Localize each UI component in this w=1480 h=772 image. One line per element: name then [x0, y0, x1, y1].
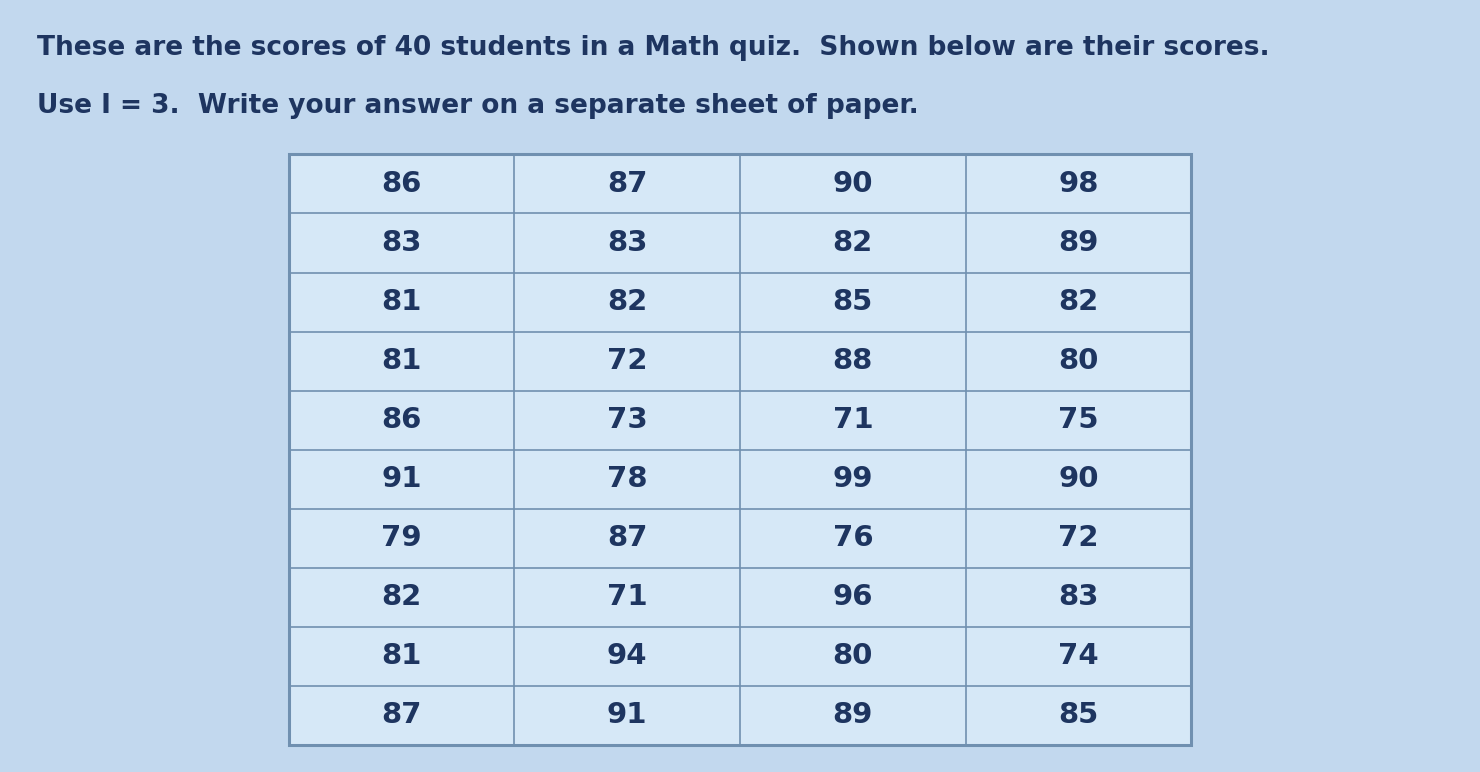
Bar	[289, 213, 515, 273]
Bar	[966, 627, 1191, 686]
Bar	[289, 154, 515, 213]
Bar	[740, 509, 966, 567]
Bar	[740, 154, 966, 213]
Bar	[289, 509, 515, 567]
Bar	[289, 391, 515, 449]
Bar	[515, 567, 740, 627]
Text: 82: 82	[833, 229, 873, 257]
Bar	[289, 273, 515, 332]
Text: 87: 87	[607, 524, 647, 552]
Bar	[966, 391, 1191, 449]
Text: These are the scores of 40 students in a Math quiz.  Shown below are their score: These are the scores of 40 students in a…	[37, 35, 1270, 61]
Text: 83: 83	[607, 229, 647, 257]
Text: 89: 89	[1058, 229, 1098, 257]
Text: 89: 89	[833, 702, 873, 730]
Text: 86: 86	[382, 170, 422, 198]
Bar	[515, 627, 740, 686]
Bar	[289, 567, 515, 627]
Bar	[740, 213, 966, 273]
Text: 91: 91	[607, 702, 647, 730]
Text: 74: 74	[1058, 642, 1098, 670]
Bar	[515, 686, 740, 745]
Text: 85: 85	[1058, 702, 1098, 730]
Text: 83: 83	[382, 229, 422, 257]
Bar	[740, 627, 966, 686]
Bar	[515, 213, 740, 273]
Bar	[740, 449, 966, 509]
Text: 81: 81	[382, 642, 422, 670]
Bar	[515, 391, 740, 449]
Text: 96: 96	[833, 584, 873, 611]
Bar	[515, 154, 740, 213]
Bar	[289, 686, 515, 745]
Text: 85: 85	[833, 288, 873, 316]
Text: 90: 90	[833, 170, 873, 198]
Text: 98: 98	[1058, 170, 1098, 198]
Text: 86: 86	[382, 406, 422, 434]
Bar	[740, 391, 966, 449]
Text: 88: 88	[833, 347, 873, 375]
Bar	[966, 567, 1191, 627]
Text: 72: 72	[607, 347, 647, 375]
Bar	[966, 686, 1191, 745]
Bar	[289, 449, 515, 509]
Bar	[515, 331, 740, 391]
Text: 82: 82	[607, 288, 647, 316]
Text: 80: 80	[1058, 347, 1098, 375]
Bar	[966, 154, 1191, 213]
Bar	[966, 509, 1191, 567]
Text: 79: 79	[382, 524, 422, 552]
Bar	[740, 331, 966, 391]
Bar	[740, 273, 966, 332]
Bar	[289, 331, 515, 391]
Text: 82: 82	[382, 584, 422, 611]
Bar	[515, 509, 740, 567]
Bar	[966, 331, 1191, 391]
Bar	[966, 449, 1191, 509]
Text: 81: 81	[382, 288, 422, 316]
Text: 94: 94	[607, 642, 647, 670]
Bar	[515, 449, 740, 509]
Text: 71: 71	[607, 584, 647, 611]
Text: Use I = 3.  Write your answer on a separate sheet of paper.: Use I = 3. Write your answer on a separa…	[37, 93, 919, 119]
Text: 87: 87	[382, 702, 422, 730]
Text: 82: 82	[1058, 288, 1098, 316]
Bar	[740, 567, 966, 627]
Text: 90: 90	[1058, 466, 1098, 493]
Bar	[289, 627, 515, 686]
Text: 99: 99	[833, 466, 873, 493]
Bar	[966, 213, 1191, 273]
Bar	[740, 686, 966, 745]
Text: 71: 71	[833, 406, 873, 434]
Text: 78: 78	[607, 466, 647, 493]
Text: 83: 83	[1058, 584, 1098, 611]
Text: 75: 75	[1058, 406, 1098, 434]
Text: 80: 80	[833, 642, 873, 670]
Text: 87: 87	[607, 170, 647, 198]
Text: 73: 73	[607, 406, 648, 434]
Text: 81: 81	[382, 347, 422, 375]
Text: 76: 76	[833, 524, 873, 552]
Bar	[966, 273, 1191, 332]
Bar	[515, 273, 740, 332]
Text: 91: 91	[382, 466, 422, 493]
Text: 72: 72	[1058, 524, 1098, 552]
